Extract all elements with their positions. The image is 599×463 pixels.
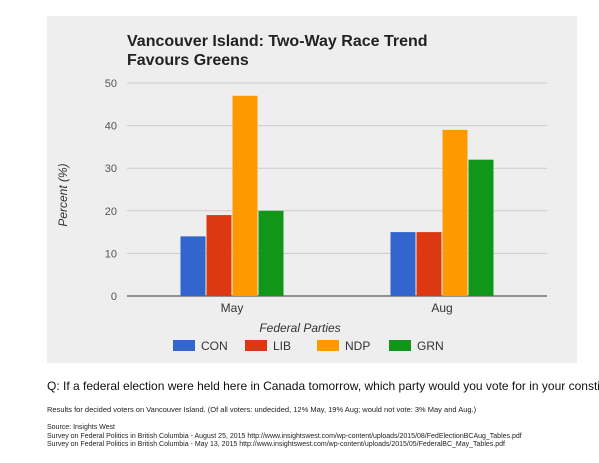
bars [180,95,494,296]
legend-label-lib: LIB [273,339,291,353]
source-line: Survey on Federal Politics in British Co… [47,441,505,448]
y-tick-label: 0 [111,291,117,303]
y-axis-ticks: 0 10 20 30 40 50 [105,78,117,303]
y-axis-title: Percent (%) [56,163,70,226]
source-line: Survey on Federal Politics in British Co… [47,432,522,440]
x-axis-title: Federal Parties [259,321,340,335]
y-tick-label: 40 [105,121,117,133]
chart-title-line-2: Favours Greens [127,52,249,69]
legend-label-ndp: NDP [345,339,370,353]
chart-title-line-1: Vancouver Island: Two-Way Race Trend [127,33,428,50]
bar-con-aug [390,232,416,296]
bar-lib-may [206,215,232,296]
source-line: Source: Insights West [47,424,115,431]
y-tick-label: 50 [105,78,117,90]
legend-swatch-ndp [317,340,339,351]
bar-ndp-may [232,95,258,296]
bar-ndp-aug [442,129,468,296]
x-category-label: Aug [431,301,452,315]
legend-label-grn: GRN [417,339,444,353]
survey-question: Q: If a federal election were held here … [47,379,599,393]
x-axis-categories: May Aug [221,301,453,315]
y-tick-label: 20 [105,206,117,218]
legend-swatch-grn [389,340,411,351]
sources-block: Source: Insights West Survey on Federal … [47,424,522,450]
legend-swatch-lib [245,340,267,351]
chart-panel: Vancouver Island: Two-Way Race Trend Fav… [47,16,577,363]
bar-grn-may [258,210,284,296]
legend-label-con: CON [201,339,228,353]
legend: CON LIB NDP GRN [173,339,444,353]
bar-lib-aug [416,232,442,296]
bar-con-may [180,236,206,296]
bar-grn-aug [468,159,494,296]
x-category-label: May [221,301,244,315]
bar-chart: Vancouver Island: Two-Way Race Trend Fav… [56,33,547,353]
y-tick-label: 10 [105,248,117,260]
y-tick-label: 30 [105,163,117,175]
legend-swatch-con [173,340,195,351]
results-note: Results for decided voters on Vancouver … [47,405,477,414]
